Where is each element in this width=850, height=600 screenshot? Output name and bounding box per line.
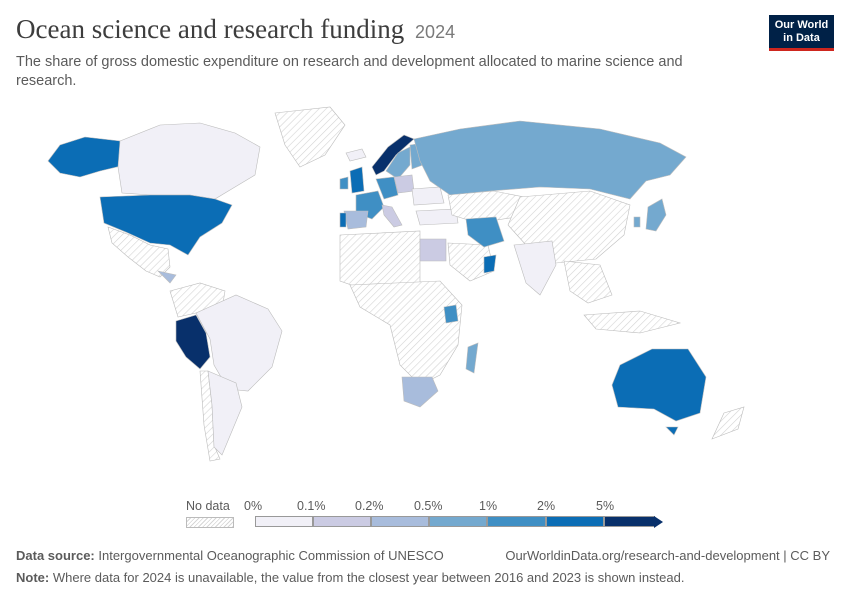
note-text: Where data for 2024 is unavailable, the … bbox=[52, 570, 685, 585]
title-text: Ocean science and research funding bbox=[16, 14, 405, 44]
note: Note: Where data for 2024 is unavailable… bbox=[16, 570, 684, 585]
country-south-africa[interactable] bbox=[401, 376, 439, 408]
chart-title: Ocean science and research funding 2024 bbox=[16, 14, 455, 45]
country-greenland[interactable] bbox=[274, 106, 346, 168]
country-south-korea[interactable] bbox=[633, 216, 641, 228]
legend-bin-3 bbox=[429, 516, 487, 527]
country-mexico[interactable] bbox=[107, 226, 171, 278]
country-norway[interactable] bbox=[371, 134, 415, 176]
country-indonesia[interactable] bbox=[583, 310, 682, 334]
country-brazil[interactable] bbox=[195, 294, 283, 392]
country-india[interactable] bbox=[513, 240, 557, 296]
data-source-label: Data source: bbox=[16, 548, 95, 563]
country-oman[interactable] bbox=[483, 254, 497, 274]
source-url-link[interactable]: OurWorldinData.org/research-and-developm… bbox=[505, 548, 830, 563]
country-cuba[interactable] bbox=[157, 270, 177, 284]
country-new-zealand[interactable] bbox=[711, 406, 745, 440]
legend-arrow-icon bbox=[654, 516, 663, 528]
country-central-africa[interactable] bbox=[349, 280, 463, 386]
legend-bin-2 bbox=[371, 516, 429, 527]
legend-bin-0 bbox=[255, 516, 313, 527]
country-italy[interactable] bbox=[381, 204, 403, 228]
country-peru[interactable] bbox=[175, 314, 211, 370]
country-japan[interactable] bbox=[645, 198, 667, 232]
legend-no-data-swatch bbox=[186, 517, 234, 528]
country-southeast-asia[interactable] bbox=[563, 260, 613, 304]
country-turkey[interactable] bbox=[415, 208, 459, 226]
country-canada[interactable] bbox=[117, 122, 261, 200]
data-source-text: Intergovernmental Oceanographic Commissi… bbox=[98, 548, 444, 563]
owid-logo[interactable]: Our World in Data bbox=[769, 15, 834, 51]
data-source: Data source: Intergovernmental Oceanogra… bbox=[16, 548, 444, 563]
legend-tick-1: 0.1% bbox=[297, 499, 326, 513]
country-egypt[interactable] bbox=[419, 238, 447, 262]
legend-tick-5: 2% bbox=[537, 499, 556, 513]
legend-tick-3: 0.5% bbox=[414, 499, 443, 513]
logo-line1: Our World bbox=[774, 19, 829, 31]
country-united-kingdom[interactable] bbox=[349, 166, 365, 194]
legend-bin-6 bbox=[604, 516, 655, 527]
country-spain[interactable] bbox=[343, 210, 369, 230]
country-ukraine[interactable] bbox=[411, 186, 445, 206]
country-argentina[interactable] bbox=[207, 370, 243, 456]
legend-bin-4 bbox=[487, 516, 546, 527]
country-united-states[interactable] bbox=[99, 194, 233, 256]
legend-bin-5 bbox=[546, 516, 604, 527]
country-germany[interactable] bbox=[375, 176, 399, 200]
legend: No data 0% 0.1% 0.2% 0.5% 1% 2% 5% bbox=[0, 495, 850, 535]
legend-tick-0: 0% bbox=[244, 499, 263, 513]
country-iceland[interactable] bbox=[345, 148, 367, 162]
country-alaska[interactable] bbox=[47, 136, 126, 178]
country-madagascar[interactable] bbox=[465, 342, 479, 374]
country-ireland[interactable] bbox=[339, 176, 349, 190]
country-tasmania[interactable] bbox=[665, 426, 679, 436]
legend-no-data-label: No data bbox=[186, 499, 230, 513]
country-australia[interactable] bbox=[611, 348, 707, 422]
country-iran[interactable] bbox=[465, 216, 505, 248]
country-portugal[interactable] bbox=[339, 212, 347, 228]
note-label: Note: bbox=[16, 570, 50, 585]
world-map bbox=[47, 106, 745, 462]
legend-tick-4: 1% bbox=[479, 499, 498, 513]
country-russia[interactable] bbox=[413, 120, 687, 200]
legend-tick-2: 0.2% bbox=[355, 499, 384, 513]
legend-bin-1 bbox=[313, 516, 371, 527]
logo-line2: in Data bbox=[783, 32, 820, 44]
title-year: 2024 bbox=[415, 22, 456, 42]
country-kenya[interactable] bbox=[443, 304, 459, 324]
legend-tick-6: 5% bbox=[596, 499, 615, 513]
chart-subtitle: The share of gross domestic expenditure … bbox=[16, 54, 683, 89]
